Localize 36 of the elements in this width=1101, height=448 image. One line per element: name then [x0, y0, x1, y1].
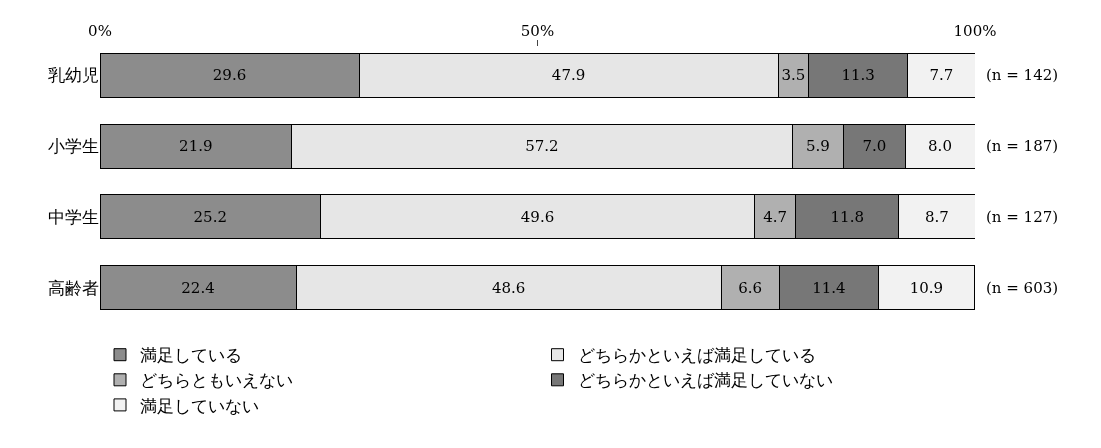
data-label: 5.9 — [806, 137, 830, 156]
y-tick-label: 中学生 — [48, 206, 99, 227]
text: (n = 127) — [986, 208, 1059, 226]
data-label: 21.9 — [179, 137, 213, 156]
x-tick-label: 50% — [520, 22, 555, 40]
data-label: 47.9 — [551, 66, 586, 85]
data-label: 8.0 — [928, 137, 952, 156]
text: (n = 187) — [986, 137, 1059, 155]
x-tick-label: 0% — [88, 22, 112, 40]
data-label: 57.2 — [525, 137, 559, 156]
legend-label: どちらともいえない — [140, 370, 293, 391]
data-label: 11.4 — [812, 278, 846, 297]
legend-label: 満足している — [140, 345, 242, 366]
data-label: 7.7 — [929, 66, 954, 85]
text: (n = 603) — [986, 279, 1059, 297]
text: (n = 142) — [986, 66, 1059, 84]
data-label: 11.8 — [830, 207, 864, 226]
y-tick-label: 小学生 — [48, 136, 99, 157]
data-label: 3.5 — [781, 66, 806, 85]
legend-label: どちらかといえば満足している — [577, 345, 816, 366]
data-label: 6.6 — [738, 278, 763, 297]
data-label: 10.9 — [909, 278, 944, 297]
y-tick-label: 高齢者 — [48, 277, 99, 298]
legend-label: 満足していない — [140, 395, 259, 416]
data-label: 22.4 — [181, 278, 215, 297]
x-tick-label: 100% — [953, 22, 997, 40]
data-label: 48.6 — [491, 278, 526, 297]
data-label: 7.0 — [862, 137, 887, 156]
data-label: 29.6 — [212, 66, 247, 85]
data-label: 8.7 — [925, 207, 949, 226]
y-tick-label: 乳幼児 — [48, 65, 99, 86]
data-label: 4.7 — [763, 207, 787, 226]
data-label: 25.2 — [193, 207, 227, 226]
data-label: 11.3 — [841, 66, 875, 85]
legend-label: どちらかといえば満足していない — [577, 370, 833, 391]
data-label: 49.6 — [520, 207, 555, 226]
